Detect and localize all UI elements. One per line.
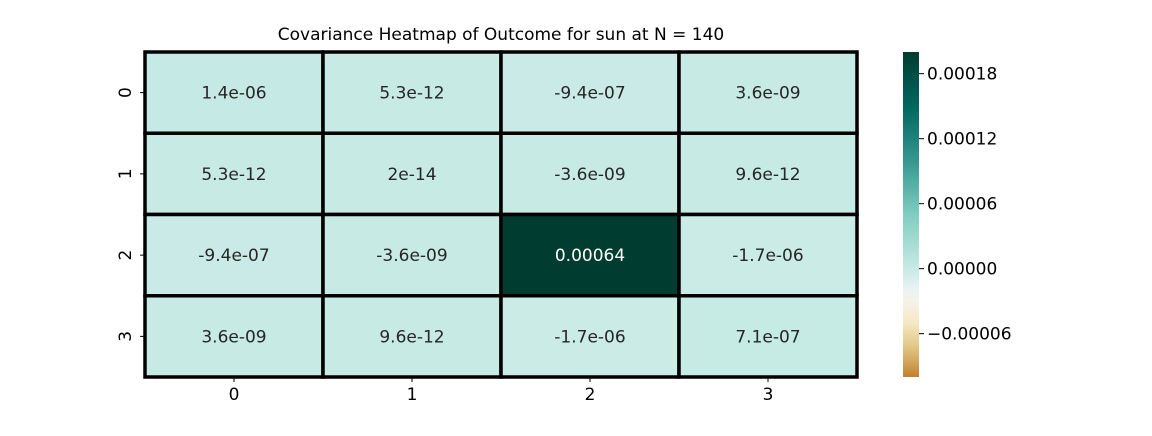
cell-label-3-1: 9.6e-12 (379, 327, 444, 347)
cell-label-0-2: -9.4e-07 (554, 84, 625, 104)
colorbar: 0.00018 0.00012 0.00006 0.00000 −0.00006 (903, 52, 1012, 377)
cell-label-1-1: 2e-14 (387, 165, 436, 185)
cell-label-0-0: 1.4e-06 (201, 84, 266, 104)
x-axis: 0 1 2 3 (229, 377, 774, 405)
chart-title: Covariance Heatmap of Outcome for sun at… (278, 25, 724, 45)
heatmap-cells (143, 50, 859, 379)
x-tick-label-3: 3 (763, 385, 774, 405)
y-axis: 0 1 2 3 (116, 87, 145, 342)
colorbar-tick-label-1: 0.00012 (927, 130, 997, 150)
cell-label-3-2: -1.7e-06 (554, 327, 625, 347)
heatmap-cell-3-3 (677, 294, 859, 379)
x-tick-label-1: 1 (407, 385, 418, 405)
cell-label-3-0: 3.6e-09 (201, 327, 266, 347)
y-tick-label-2: 2 (116, 250, 136, 261)
colorbar-tick-label-0: 0.00018 (927, 65, 997, 85)
cell-label-1-2: -3.6e-09 (554, 165, 625, 185)
y-tick-label-0: 0 (116, 87, 136, 98)
cell-label-2-1: -3.6e-09 (376, 246, 447, 266)
cell-label-2-3: -1.7e-06 (732, 246, 803, 266)
heatmap-cell-0-1 (321, 50, 503, 135)
heatmap-cell-1-1 (321, 131, 503, 217)
cell-label-0-3: 3.6e-09 (735, 84, 800, 104)
heatmap-cell-1-3 (677, 131, 859, 217)
x-tick-label-2: 2 (585, 385, 596, 405)
cell-label-2-0: -9.4e-07 (198, 246, 269, 266)
y-tick-label-3: 3 (116, 331, 136, 342)
y-tick-label-1: 1 (116, 168, 136, 179)
cell-label-3-3: 7.1e-07 (735, 327, 800, 347)
heatmap-cell-2-3 (677, 212, 859, 298)
cell-label-2-2: 0.00064 (555, 246, 625, 266)
plot-frame (144, 51, 858, 378)
cell-label-1-0: 5.3e-12 (201, 165, 266, 185)
colorbar-tick-label-4: −0.00006 (927, 325, 1012, 345)
cell-label-0-1: 5.3e-12 (379, 84, 444, 104)
cell-label-1-3: 9.6e-12 (735, 165, 800, 185)
colorbar-gradient (903, 52, 919, 377)
cell-labels: 1.4e-06 5.3e-12 -9.4e-07 3.6e-09 5.3e-12 2e-1… (198, 84, 803, 348)
x-tick-label-0: 0 (229, 385, 240, 405)
colorbar-tick-label-3: 0.00000 (927, 260, 997, 280)
heatmap-cell-2-1 (321, 212, 503, 298)
heatmap-cell-3-1 (321, 294, 503, 379)
colorbar-tick-label-2: 0.00006 (927, 195, 997, 215)
